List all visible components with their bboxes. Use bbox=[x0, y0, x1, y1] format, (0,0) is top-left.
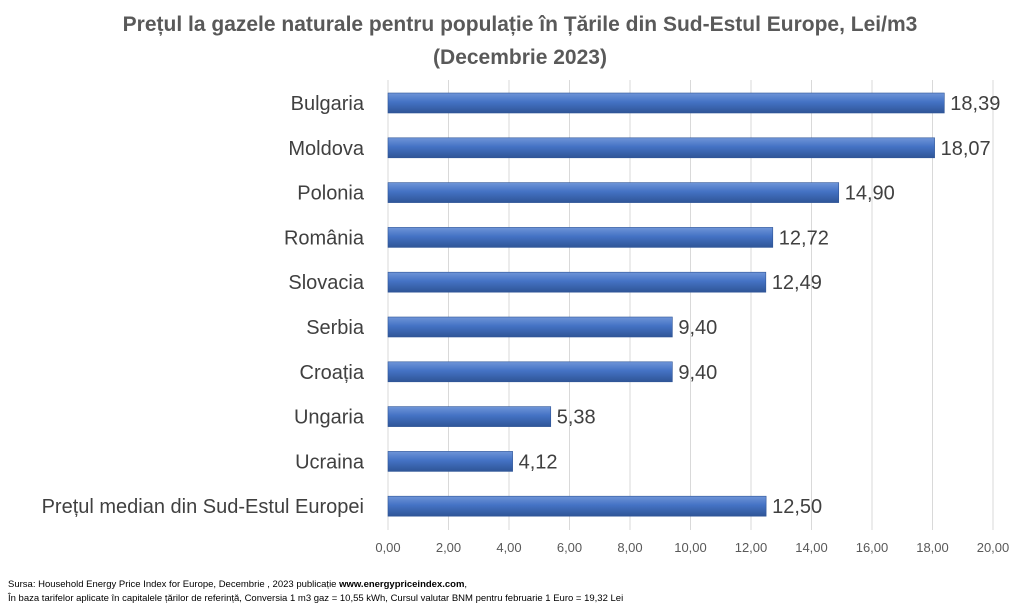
bars bbox=[387, 92, 945, 517]
data-label: 18,07 bbox=[941, 138, 991, 160]
x-tick-label: 20,00 bbox=[977, 540, 1010, 555]
data-label: 12,50 bbox=[772, 496, 822, 518]
bar bbox=[387, 495, 767, 517]
footnote-source-line: Sursa: Household Energy Price Index for … bbox=[8, 578, 1018, 592]
category-label: Slovacia bbox=[288, 272, 364, 294]
category-label: România bbox=[284, 227, 365, 249]
chart-title: Prețul la gazele naturale pentru populaț… bbox=[122, 13, 918, 36]
bar bbox=[387, 182, 840, 203]
x-tick-label: 18,00 bbox=[916, 540, 949, 555]
bar bbox=[387, 92, 945, 114]
category-labels: Bulgaria Moldova Polonia România Slovacia Ser… bbox=[42, 93, 365, 518]
bar bbox=[387, 451, 513, 472]
bar bbox=[387, 316, 673, 338]
x-tick-label: 2,00 bbox=[436, 540, 461, 555]
data-label: 5,38 bbox=[557, 407, 596, 429]
data-label: 4,12 bbox=[519, 451, 558, 473]
footnote-note-line: În baza tarifelor aplicate în capitalele… bbox=[8, 593, 624, 604]
category-label: Ungaria bbox=[294, 407, 365, 429]
x-tick-label: 6,00 bbox=[557, 540, 582, 555]
category-label: Ucraina bbox=[295, 451, 365, 473]
x-tick-label: 12,00 bbox=[735, 540, 768, 555]
x-tick-label: 10,00 bbox=[674, 540, 707, 555]
data-label: 12,49 bbox=[772, 272, 822, 294]
footnote: Sursa: Household Energy Price Index for … bbox=[8, 578, 1018, 606]
footnote-source-text: Sursa: Household Energy Price Index for … bbox=[8, 579, 340, 590]
x-tick-labels: 0,00 2,00 4,00 6,00 8,00 10,00 12,00 14,00 16,00… bbox=[375, 540, 1009, 555]
chart-subtitle: (Decembrie 2023) bbox=[433, 46, 607, 69]
footnote-source-link[interactable]: www.energypriceindex.com bbox=[339, 579, 465, 590]
data-label: 9,40 bbox=[678, 317, 717, 339]
x-tick-label: 0,00 bbox=[375, 540, 400, 555]
category-label: Moldova bbox=[288, 138, 364, 160]
x-tick-label: 14,00 bbox=[795, 540, 828, 555]
chart-title-block: Prețul la gazele naturale pentru populaț… bbox=[60, 8, 980, 74]
data-labels: 18,39 18,07 14,90 12,72 12,49 9,40 9,40 5,38 4,1… bbox=[519, 93, 1001, 518]
category-label: Prețul median din Sud-Estul Europei bbox=[42, 496, 364, 518]
data-label: 18,39 bbox=[950, 93, 1000, 115]
category-label: Croația bbox=[300, 362, 365, 384]
bar bbox=[387, 361, 673, 383]
category-label: Serbia bbox=[306, 317, 365, 339]
data-label: 12,72 bbox=[779, 227, 829, 249]
x-tick-label: 8,00 bbox=[617, 540, 642, 555]
bar bbox=[387, 137, 935, 159]
category-label: Bulgaria bbox=[291, 93, 365, 115]
data-label: 14,90 bbox=[845, 183, 895, 205]
footnote-source-suffix: , bbox=[464, 579, 468, 590]
x-tick-label: 16,00 bbox=[856, 540, 889, 555]
x-tick-label: 4,00 bbox=[496, 540, 521, 555]
bar bbox=[387, 406, 552, 427]
bar bbox=[387, 271, 767, 293]
bar bbox=[387, 227, 774, 248]
data-label: 9,40 bbox=[678, 362, 717, 384]
category-label: Polonia bbox=[297, 183, 365, 205]
